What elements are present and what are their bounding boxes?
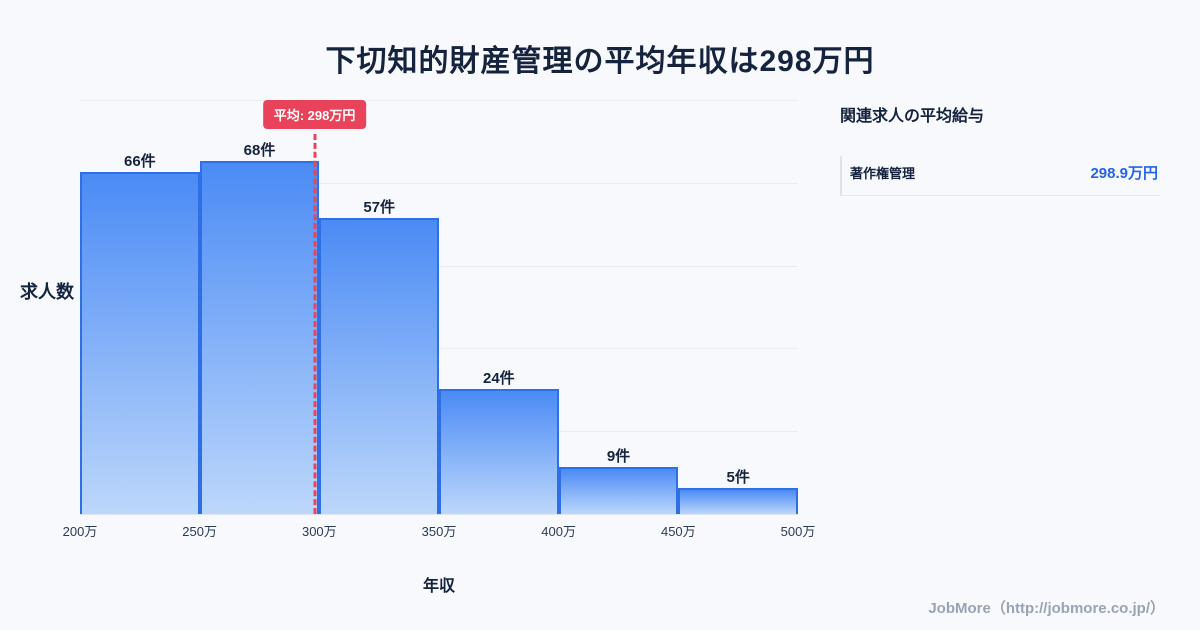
plot-area: 平均: 298万円 66件 68件 57件 24件 9件 5件 <box>80 100 798 515</box>
x-tick-label: 350万 <box>421 524 457 539</box>
related-job-value: 298.9万円 <box>1090 165 1158 182</box>
related-job-row: 著作権管理 298.9万円 <box>840 156 1160 196</box>
x-tick-label: 200万 <box>62 524 98 539</box>
histogram-bar: 66件 <box>80 153 200 514</box>
related-jobs-rows: 著作権管理 298.9万円 <box>840 156 1160 196</box>
gridline <box>80 100 798 101</box>
bar-value-label: 9件 <box>606 448 631 465</box>
related-job-label: 著作権管理 <box>850 166 916 181</box>
bar-value-label: 5件 <box>726 469 750 486</box>
mean-badge: 平均: 298万円 <box>262 100 367 129</box>
x-tick-label: 400万 <box>541 524 577 539</box>
x-tick-label: 250万 <box>182 524 218 539</box>
gridline <box>80 182 798 184</box>
gridline <box>80 348 798 350</box>
histogram-bar: 5件 <box>678 469 798 514</box>
related-jobs-panel: 関連求人の平均給与 著作権管理 298.9万円 <box>840 102 1160 196</box>
gridline <box>80 265 798 267</box>
footer-credit: JobMore（http://jobmore.co.jp/） <box>928 600 1165 617</box>
page-title: 下切知的財産管理の平均年収は298万円 <box>325 45 875 78</box>
x-axis-ticks: 200万 250万 300万 350万 400万 450万 500万 <box>63 521 816 539</box>
histogram-bar: 9件 <box>558 448 679 514</box>
y-axis-label: 求人数 <box>20 282 74 302</box>
bar-value-label: 24件 <box>482 370 515 387</box>
x-tick-label: 300万 <box>301 524 337 539</box>
histogram-bar: 24件 <box>439 370 559 514</box>
related-jobs-heading: 関連求人の平均給与 <box>840 108 985 125</box>
bar-value-label: 66件 <box>123 153 156 170</box>
x-tick-label: 450万 <box>660 524 696 539</box>
mean-line <box>313 134 317 514</box>
bar-value-label: 57件 <box>363 199 395 216</box>
x-tick-label: 500万 <box>780 524 816 539</box>
histogram-bar: 57件 <box>319 199 439 514</box>
histogram-bar: 68件 <box>199 142 320 514</box>
x-axis-label: 年収 <box>422 578 455 595</box>
bar-value-label: 68件 <box>243 142 276 159</box>
